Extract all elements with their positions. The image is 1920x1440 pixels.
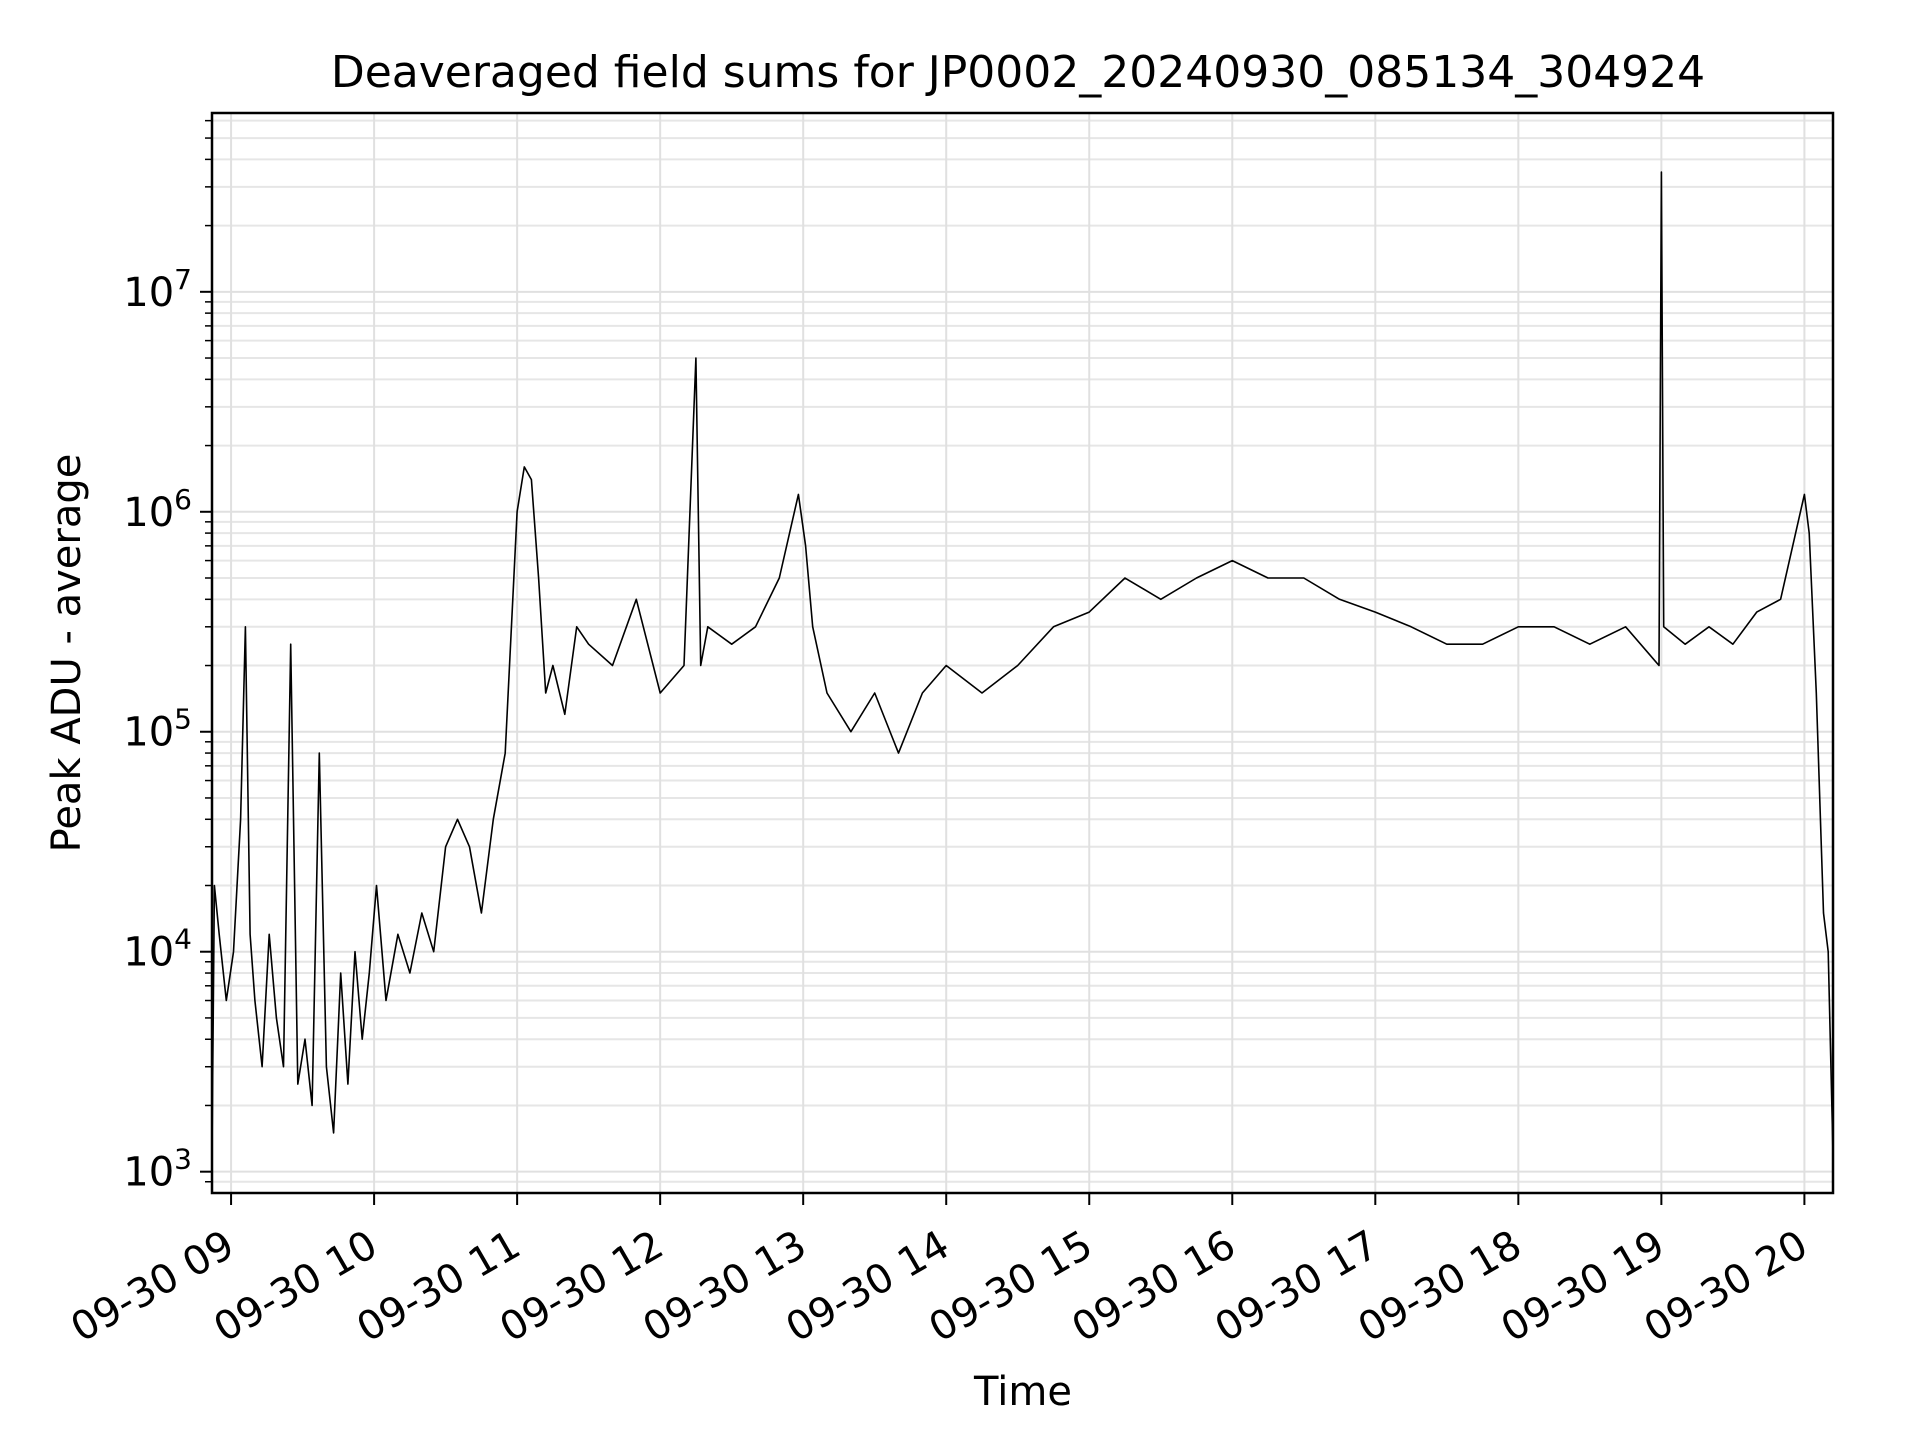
minor-grid [212,119,1833,1183]
y-tick-label: 105 [123,703,192,756]
plot-frame [210,111,1835,1195]
y-tick-label: 103 [123,1143,192,1196]
chart-title: Deaveraged field sums for JP0002_2024093… [331,47,1705,98]
x-axis-label: Time [973,1369,1072,1415]
y-axis-label: Peak ADU - average [44,454,90,853]
series-line [211,171,1834,1155]
series-layer [211,171,1834,1155]
y-tick-label: 107 [123,263,192,316]
major-grid [212,113,1833,1193]
y-axis-ticks: 103 104 105 106 107 [123,119,212,1196]
y-tick-label: 106 [123,483,192,536]
y-tick-label: 104 [123,923,192,976]
